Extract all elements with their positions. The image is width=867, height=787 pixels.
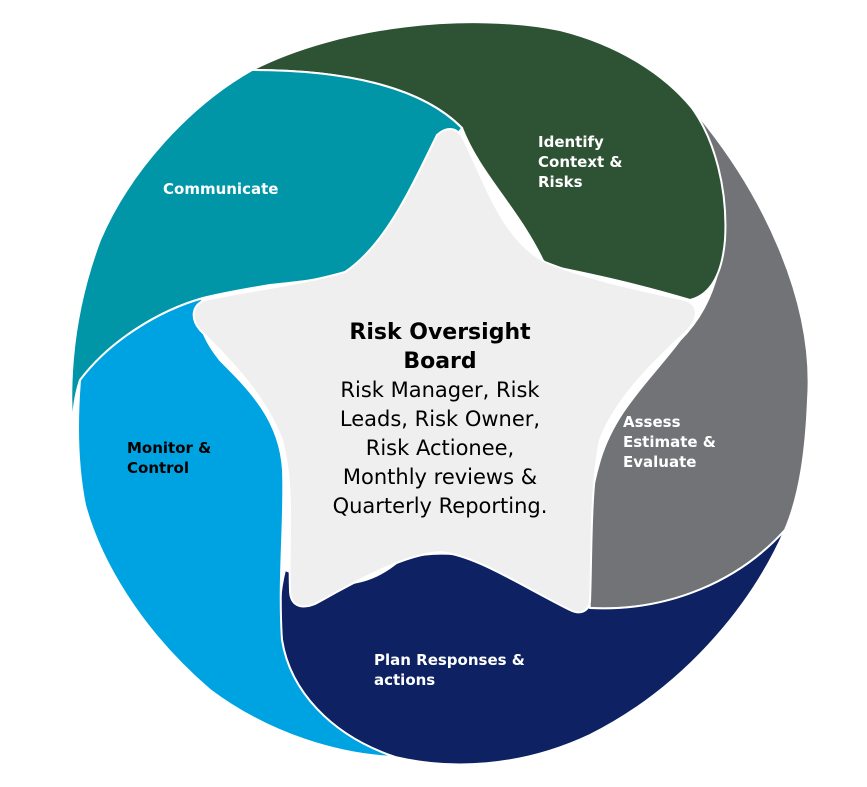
label-communicate: Communicate: [163, 180, 279, 198]
label-assess: Assess Estimate & Evaluate: [623, 413, 716, 471]
label-identify: Identify Context & Risks: [538, 133, 623, 191]
segment-monitor: [76, 296, 396, 758]
center-star: [192, 128, 697, 614]
center-text: Risk Oversight Board Risk Manager, Risk …: [300, 318, 580, 521]
label-plan: Plan Responses & actions: [374, 651, 525, 689]
center-body: Risk Manager, Risk Leads, Risk Owner, Ri…: [332, 378, 548, 518]
center-title: Risk Oversight Board: [349, 320, 531, 374]
label-monitor: Monitor & Control: [127, 439, 212, 477]
